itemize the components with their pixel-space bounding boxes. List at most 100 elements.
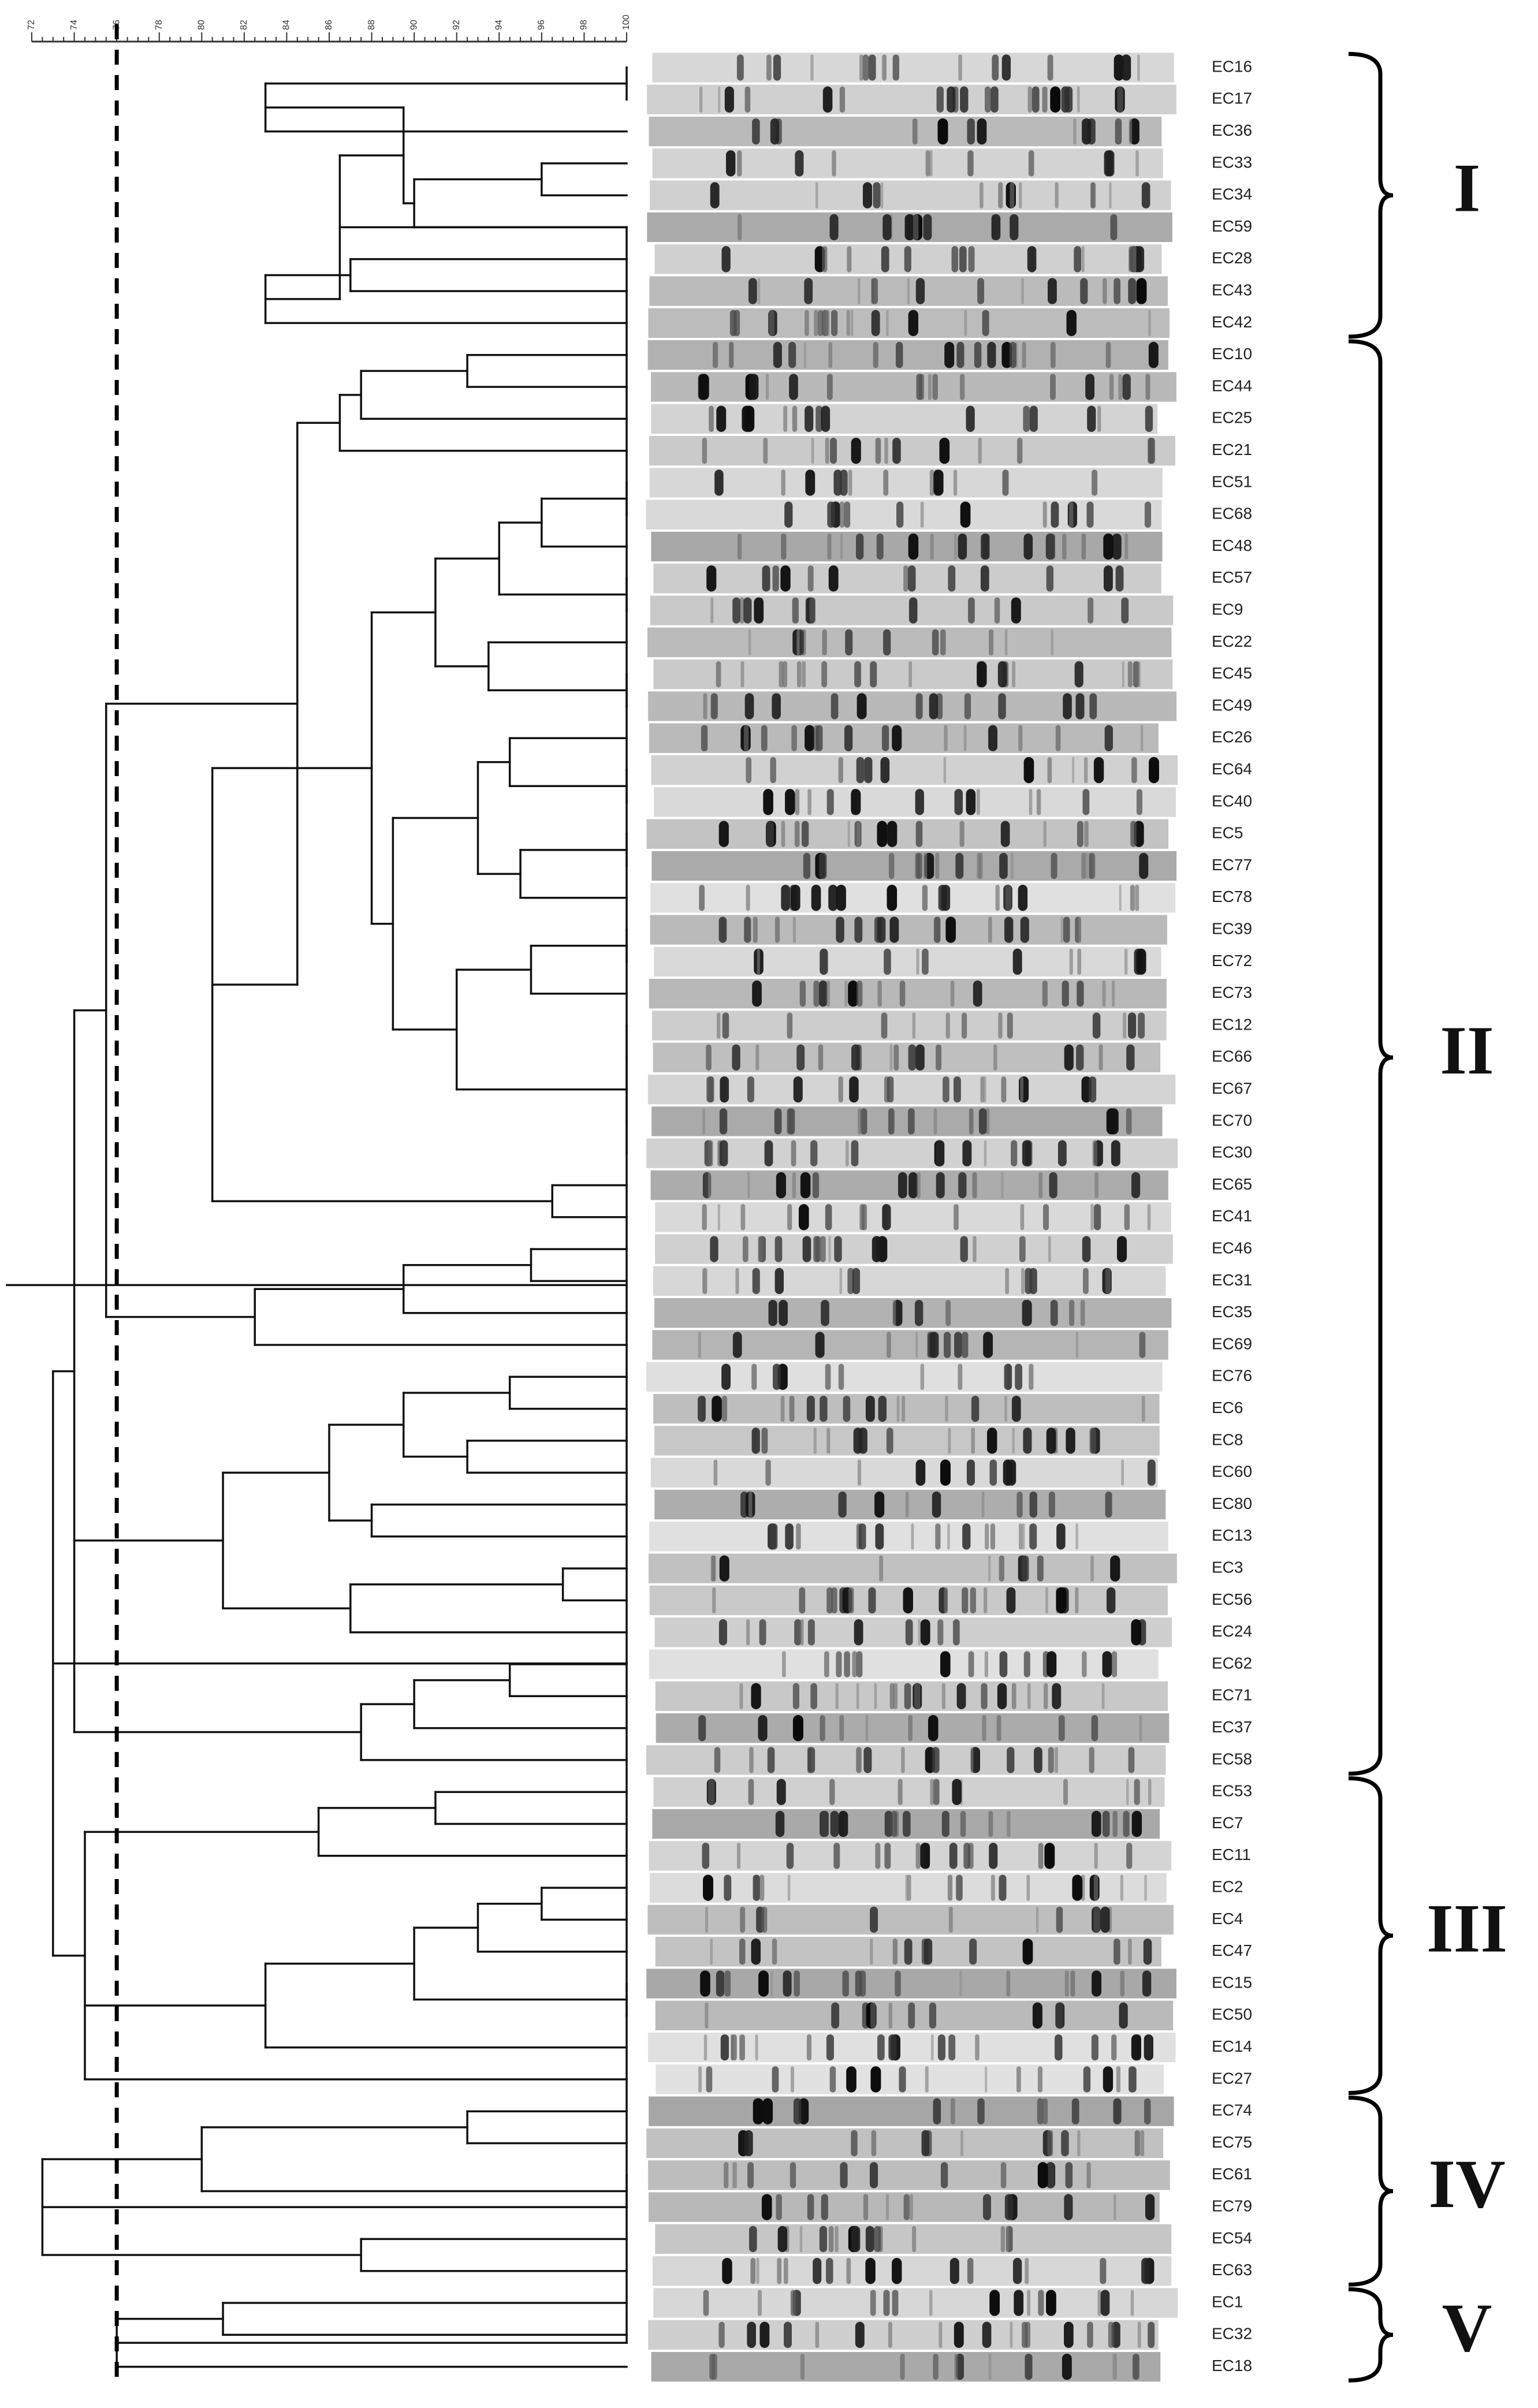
gel-band xyxy=(794,1970,800,1997)
gel-lane xyxy=(647,1904,1174,1935)
gel-band xyxy=(846,2258,851,2284)
gel-band xyxy=(706,565,717,592)
gel-band xyxy=(767,1747,775,1773)
gel-band xyxy=(1010,182,1015,208)
gel-band xyxy=(892,1300,896,1326)
gel-band xyxy=(888,2321,892,2348)
gel-lane xyxy=(649,979,1167,1009)
isolate-label: EC54 xyxy=(1212,2229,1252,2247)
gel-lane xyxy=(653,1266,1166,1296)
gel-band xyxy=(748,1491,753,1518)
gel-band xyxy=(903,1810,911,1837)
gel-band xyxy=(1046,2290,1056,2316)
gel-band xyxy=(1087,405,1096,432)
gel-band xyxy=(718,916,727,943)
gel-band xyxy=(1006,2226,1009,2253)
isolate-label: EC36 xyxy=(1212,121,1252,139)
gel-band xyxy=(849,1076,859,1103)
gel-band xyxy=(1131,1172,1141,1199)
gel-band xyxy=(1090,182,1096,208)
gel-band xyxy=(1093,756,1104,784)
gel-band xyxy=(1048,278,1057,304)
gel-band xyxy=(1012,1427,1015,1454)
gel-band xyxy=(702,1843,710,1869)
gel-band xyxy=(989,1459,997,1486)
gel-band xyxy=(840,469,848,496)
gel-lane xyxy=(647,340,1168,370)
gel-band xyxy=(1102,1810,1110,1837)
gel-band xyxy=(1055,2034,1063,2061)
gel-band xyxy=(1082,789,1090,815)
gel-band xyxy=(1148,342,1159,368)
gel-band xyxy=(930,533,934,560)
isolate-label: EC63 xyxy=(1212,2261,1252,2279)
gel-band xyxy=(933,469,944,496)
gel-band xyxy=(824,1651,829,1678)
gel-band xyxy=(909,2194,913,2220)
gel-band xyxy=(1005,885,1011,911)
gel-band xyxy=(1094,1172,1098,1199)
gel-lane xyxy=(649,1649,1159,1679)
gel-band xyxy=(1036,789,1041,815)
gel-band xyxy=(889,1683,895,1709)
gel-band xyxy=(747,2321,756,2348)
gel-band xyxy=(978,437,982,464)
isolate-label: EC58 xyxy=(1212,1750,1252,1768)
gel-band xyxy=(844,501,851,528)
gel-band xyxy=(1084,821,1089,847)
gel-band xyxy=(1129,246,1134,273)
gel-band xyxy=(724,1874,732,1901)
gel-band xyxy=(954,2353,958,2380)
gel-band xyxy=(960,1236,968,1262)
gel-band xyxy=(788,342,796,368)
gel-band xyxy=(1116,2066,1121,2093)
gel-band xyxy=(807,2194,814,2220)
gel-lane xyxy=(652,53,1174,83)
gel-band xyxy=(815,2321,820,2348)
gel-band xyxy=(766,54,772,81)
gel-lane xyxy=(654,1298,1172,1328)
gel-band xyxy=(772,2066,779,2093)
gel-band xyxy=(977,661,987,688)
gel-band xyxy=(813,1236,820,1262)
gel-lane xyxy=(653,1777,1165,1807)
gel-band xyxy=(844,981,848,1007)
gel-lane xyxy=(648,2320,1159,2350)
gel-band xyxy=(892,54,899,81)
gel-band xyxy=(718,86,721,113)
gel-band xyxy=(826,2258,833,2284)
gel-band xyxy=(870,2066,881,2093)
gel-band xyxy=(949,1843,958,1869)
gel-band xyxy=(1080,278,1088,304)
gel-band xyxy=(944,725,948,751)
gel-band xyxy=(737,533,742,560)
gel-band xyxy=(798,1204,809,1231)
gel-band xyxy=(805,725,815,751)
gel-band xyxy=(939,2321,943,2348)
gel-band xyxy=(810,1683,817,1709)
cluster-bracket xyxy=(1348,2287,1394,2383)
scale-tick-label: 86 xyxy=(324,20,334,30)
gel-band xyxy=(1004,1363,1012,1390)
gel-band xyxy=(1092,469,1098,496)
gel-lane xyxy=(649,1841,1172,1871)
gel-band xyxy=(872,1236,882,1262)
gel-band xyxy=(883,469,889,496)
gel-band xyxy=(1042,86,1048,113)
gel-band xyxy=(1018,1523,1023,1550)
gel-band xyxy=(904,1939,913,1965)
gel-band xyxy=(918,1619,921,1646)
gel-band xyxy=(937,2034,945,2061)
gel-band xyxy=(761,725,768,751)
gel-band xyxy=(964,693,971,720)
gel-band xyxy=(1114,278,1121,304)
gel-band xyxy=(776,1779,786,1805)
gel-band xyxy=(988,1810,993,1837)
gel-band xyxy=(899,2066,906,2093)
gel-band xyxy=(840,2162,848,2189)
gel-band xyxy=(908,565,916,592)
isolate-label: EC48 xyxy=(1212,536,1252,554)
isolate-label: EC15 xyxy=(1212,1973,1252,1991)
gel-band xyxy=(1020,1204,1025,1231)
cluster-label: II xyxy=(1440,1012,1494,1089)
